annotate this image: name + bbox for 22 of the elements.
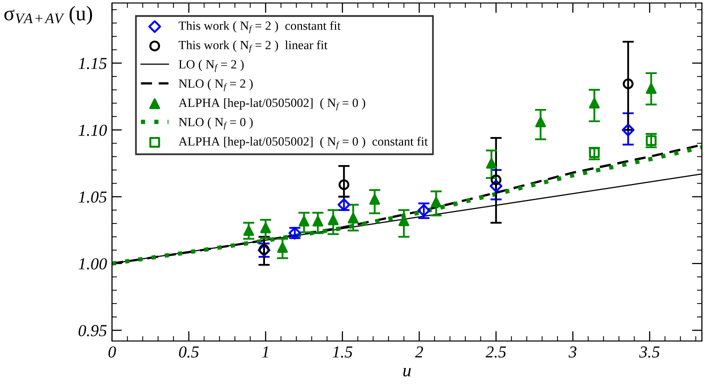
legend-label: NLO ( N$_{f}$ = 0 )	[178, 118, 253, 130]
x-axis-title: u	[403, 368, 411, 376]
legend-label: This work ( N$_{f}$ = 2 ) constant fit	[178, 21, 341, 34]
x-tick-label: 2	[415, 346, 424, 358]
y-axis-title: σ$_{VA+AV}$ (u)	[4, 6, 92, 25]
y-tick-label: 1.15	[78, 58, 107, 70]
legend-label: ALPHA [hep-lat/0505002] ( N$_{f}$ = 0 )	[178, 98, 366, 111]
x-tick-label: 3.5	[639, 346, 660, 358]
x-tick-label: 0.5	[179, 346, 199, 358]
y-tick-label: 1.05	[78, 191, 107, 203]
x-tick-label: 0	[108, 346, 116, 358]
x-tick-label: 3	[568, 346, 576, 358]
legend-label: LO ( N$_{f}$ = 2 )	[178, 60, 244, 72]
x-tick-label: 1.5	[332, 346, 352, 358]
y-tick-label: 0.95	[78, 325, 107, 336]
x-tick-label: 1	[262, 346, 268, 358]
legend-label: This work ( N$_{f}$ = 2 ) linear fit	[178, 40, 328, 53]
y-tick-label: 1.10	[78, 124, 107, 136]
x-tick-label: 2.5	[486, 346, 506, 358]
legend-label: ALPHA [hep-lat/0505002] ( N$_{f}$ = 0 ) constant fit	[178, 136, 428, 150]
y-tick-label: 1.00	[78, 258, 107, 270]
legend-label: NLO ( N$_{f}$ = 2 )	[178, 79, 253, 92]
